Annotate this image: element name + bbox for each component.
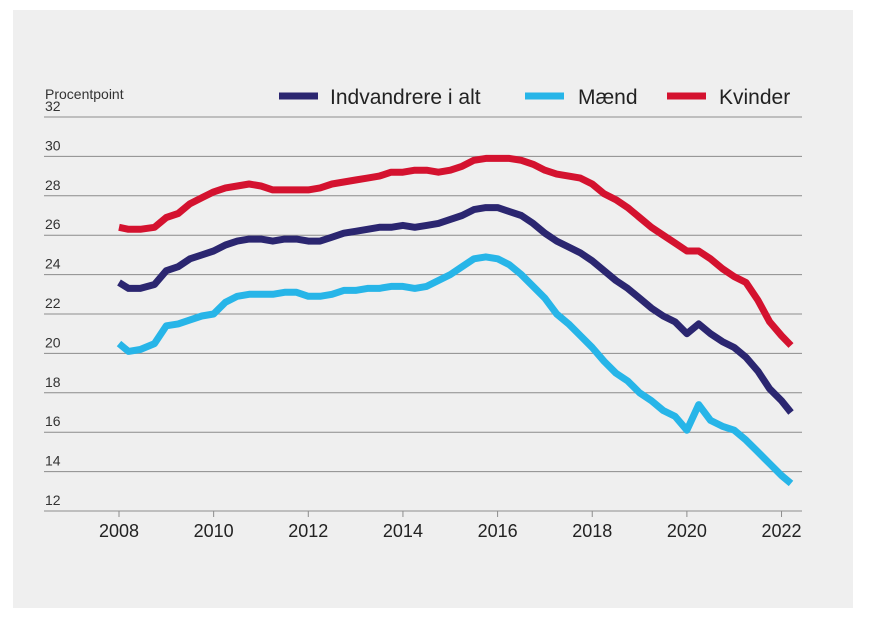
y-tick-label-18: 18 bbox=[45, 374, 61, 390]
chart-background bbox=[13, 10, 853, 608]
y-tick-label-30: 30 bbox=[45, 137, 61, 153]
gridlines bbox=[44, 116, 802, 517]
y-tick-label-14: 14 bbox=[45, 453, 61, 469]
series-line-indvandrere-i-alt bbox=[117, 204, 794, 415]
y-tick-label-16: 16 bbox=[45, 413, 61, 429]
legend: Indvandrere i alt Mænd Kvinder bbox=[279, 86, 790, 109]
y-tick-label-32: 32 bbox=[45, 98, 61, 114]
x-tick-label-2010: 2010 bbox=[194, 521, 234, 541]
series-line-mænd bbox=[116, 253, 794, 487]
y-tick-label-22: 22 bbox=[45, 295, 61, 311]
legend-label-indvandrere-i-alt: Indvandrere i alt bbox=[330, 86, 481, 109]
legend-label-mænd: Mænd bbox=[578, 86, 638, 109]
y-tick-label-28: 28 bbox=[45, 177, 61, 193]
y-tick-label-26: 26 bbox=[45, 216, 61, 232]
x-tick-label-2018: 2018 bbox=[572, 521, 612, 541]
x-tick-label-2022: 2022 bbox=[762, 521, 802, 541]
x-tick-label-2012: 2012 bbox=[288, 521, 328, 541]
legend-label-kvinder: Kvinder bbox=[719, 86, 790, 109]
series-line-kvinder bbox=[118, 154, 794, 348]
y-tick-label-12: 12 bbox=[45, 492, 61, 508]
x-tick-label-2008: 2008 bbox=[99, 521, 139, 541]
x-tick-labels: 2008 2010 2012 2014 2016 2018 2020 2022 bbox=[99, 521, 802, 541]
y-tick-label-20: 20 bbox=[45, 334, 61, 350]
series-lines bbox=[116, 154, 794, 487]
x-tick-label-2020: 2020 bbox=[667, 521, 707, 541]
y-tick-label-24: 24 bbox=[45, 256, 61, 272]
x-tick-label-2014: 2014 bbox=[383, 521, 423, 541]
x-tick-label-2016: 2016 bbox=[478, 521, 518, 541]
y-tick-labels: 12 14 16 18 20 22 24 26 28 30 32 bbox=[45, 98, 61, 508]
y-axis-label: Procentpoint bbox=[45, 86, 124, 102]
